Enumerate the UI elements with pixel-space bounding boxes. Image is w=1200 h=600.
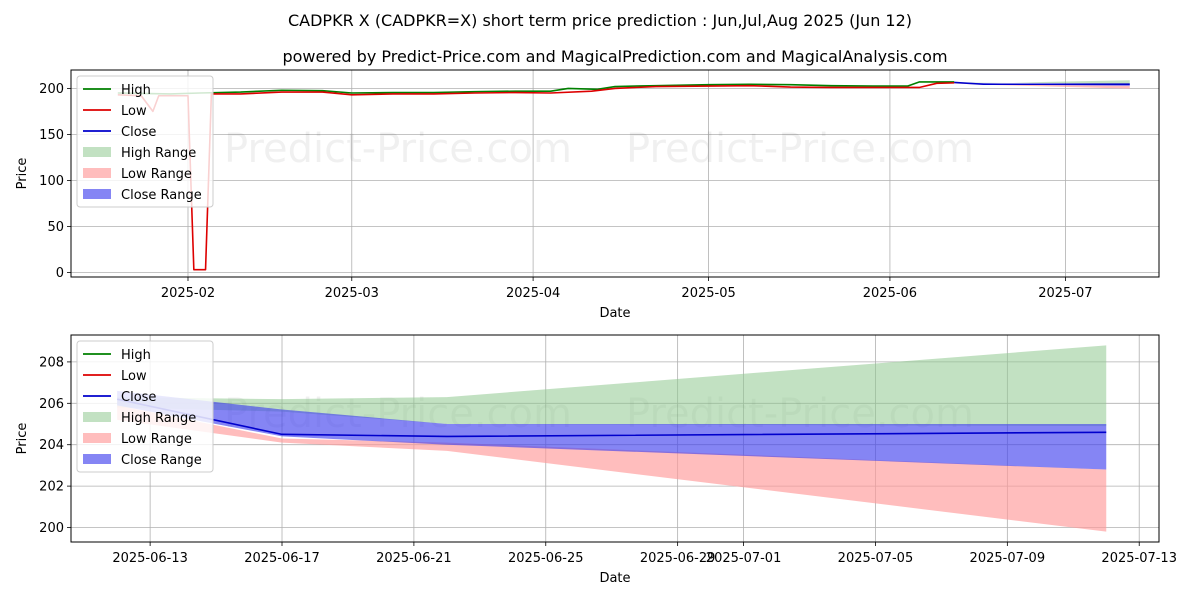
axes-frame	[70, 334, 1160, 543]
x-tick-label: 2025-07-05	[838, 551, 914, 566]
y-tick-label: 206	[39, 397, 64, 412]
x-tick-label: 2025-07	[1038, 286, 1092, 301]
legend-label: High	[121, 83, 151, 98]
band-high-range	[954, 80, 1130, 84]
x-tick-label: 2025-04	[506, 286, 560, 301]
x-tick-label: 2025-07-01	[706, 551, 782, 566]
x-tick-label: 2025-03	[325, 286, 379, 301]
x-axis-label: Date	[599, 571, 630, 586]
legend-label: Close Range	[121, 188, 202, 203]
series-line-close	[954, 81, 1130, 86]
chart-subtitle: powered by Predict-Price.com and Magical…	[282, 47, 947, 66]
y-tick-label: 100	[39, 174, 64, 189]
legend: High Low Close High Range Low Range Close Ran…	[76, 75, 214, 208]
watermark-text: Predict-Price.com	[224, 126, 572, 172]
legend-swatch-high-range	[83, 147, 111, 157]
plot-area	[71, 70, 1159, 277]
chart-title: CADPKR X (CADPKR=X) short term price pre…	[288, 11, 912, 30]
legend-label: High Range	[121, 146, 196, 161]
legend-label: Low	[121, 104, 147, 119]
x-tick-label: 2025-06-13	[112, 551, 188, 566]
x-tick-label: 2025-05	[681, 286, 735, 301]
x-tick-label: 2025-02	[161, 286, 215, 301]
plot-content	[116, 345, 1107, 532]
x-axis-label: Date	[599, 306, 630, 321]
x-tick-label: 2025-06-21	[376, 551, 452, 566]
x-tick-label: 2025-07-13	[1101, 551, 1177, 566]
band-low-range	[954, 82, 1130, 89]
legend-label: Close	[121, 390, 156, 405]
legend-label: Close	[121, 125, 156, 140]
history-panel: Predict-Price.com Predict-Price.com 2025-0…	[15, 69, 1160, 321]
y-tick-label: 50	[47, 220, 64, 235]
x-tick-label: 2025-07-09	[970, 551, 1046, 566]
watermark-text: Predict-Price.com	[626, 126, 974, 172]
x-tick-label: 2025-06-29	[640, 551, 716, 566]
y-tick-label: 0	[56, 266, 64, 281]
y-tick-label: 202	[39, 480, 64, 495]
legend-label: High	[121, 348, 151, 363]
x-tick-label: 2025-06-17	[244, 551, 320, 566]
band-high-range	[117, 345, 1107, 427]
forecast-panel: Predict-Price.comPredict-Price.com2025-0…	[15, 334, 1177, 586]
band-close-range	[117, 390, 1107, 470]
legend: High Low Close High Range Low Range Close Ran…	[76, 340, 214, 473]
axes-frame	[70, 69, 1160, 278]
legend-swatch-low-range	[83, 168, 111, 178]
legend-label: Low	[121, 369, 147, 384]
x-tick-label: 2025-06-25	[508, 551, 584, 566]
y-tick-label: 208	[39, 355, 64, 370]
y-axis-label: Price	[15, 423, 30, 455]
legend-swatch-low-range	[83, 433, 111, 443]
legend-swatch-close-range	[83, 189, 111, 199]
band-low-range	[117, 405, 1107, 532]
y-tick-label: 150	[39, 128, 64, 143]
legend-swatch-high-range	[83, 412, 111, 422]
legend-label: Low Range	[121, 432, 192, 447]
legend-label: Low Range	[121, 167, 192, 182]
y-tick-label: 200	[39, 82, 64, 97]
y-tick-label: 200	[39, 521, 64, 536]
legend-swatch-close-range	[83, 454, 111, 464]
y-tick-label: 204	[39, 438, 64, 453]
legend-label: Close Range	[121, 453, 202, 468]
x-tick-label: 2025-06	[863, 286, 917, 301]
legend-label: High Range	[121, 411, 196, 426]
series-line-high	[117, 81, 955, 95]
y-axis-label: Price	[15, 158, 30, 190]
